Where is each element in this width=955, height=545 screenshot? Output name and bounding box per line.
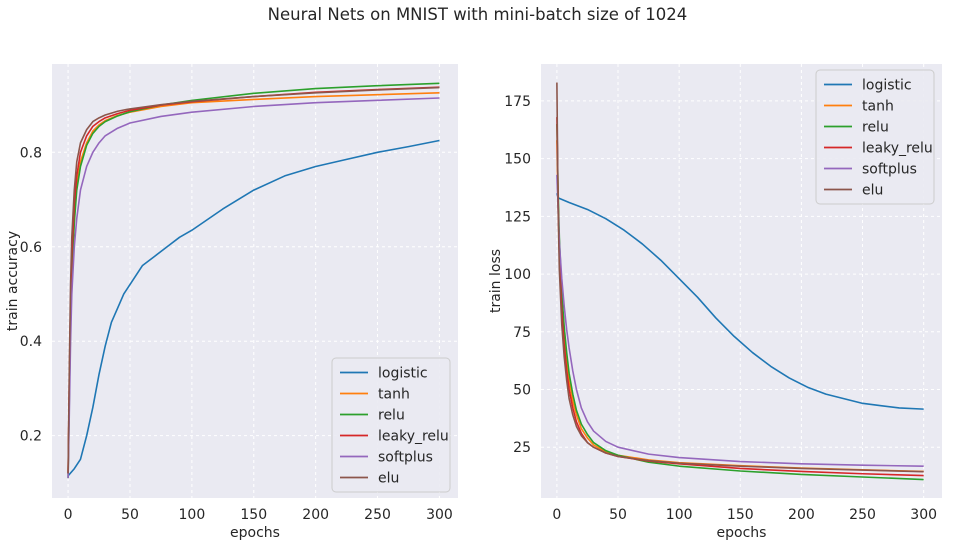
y-tick-label: 175 — [504, 94, 531, 110]
legend-label: relu — [378, 408, 405, 424]
y-tick-label: 0.4 — [20, 334, 42, 350]
series-line-relu — [556, 124, 924, 481]
legend-label: leaky_relu — [862, 141, 933, 157]
y-tick-label: 0.8 — [20, 145, 42, 161]
series-line-logistic — [556, 193, 924, 410]
y-tick-label: 150 — [504, 152, 531, 168]
x-axis-title: epochs — [230, 525, 280, 541]
series-group — [556, 82, 924, 481]
legend-label: softplus — [862, 162, 917, 178]
legend-label: elu — [862, 183, 883, 199]
legend-box — [331, 357, 451, 493]
legend-label: tanh — [378, 387, 410, 403]
x-tick-label: 300 — [910, 507, 937, 523]
legend-label: relu — [862, 120, 889, 136]
legend-label: elu — [378, 471, 399, 487]
legend-box — [815, 69, 935, 205]
legend-label: softplus — [378, 450, 433, 466]
y-axis-title: train loss — [488, 249, 504, 313]
legend-label: leaky_relu — [378, 429, 449, 445]
x-tick-label: 200 — [302, 507, 329, 523]
x-tick-label: 200 — [788, 507, 815, 523]
loss-chart: 0 50 100 150 200 250 300 25 50 75 100 125 150 175 epoc… — [488, 64, 942, 541]
series-line-logistic — [67, 139, 440, 477]
y-tick-label: 75 — [513, 325, 531, 341]
y-tick-label: 125 — [504, 209, 531, 225]
x-tick-label: 150 — [240, 507, 267, 523]
y-tick-label: 0.2 — [20, 429, 42, 445]
legend-label: logistic — [378, 366, 428, 382]
x-tick-label: 250 — [364, 507, 391, 523]
x-tick-label: 250 — [849, 507, 876, 523]
legend: logistic tanh relu leaky_relu softplus elu — [331, 357, 451, 493]
legend-label: logistic — [862, 78, 912, 94]
legend: logistic tanh relu leaky_relu softplus elu — [815, 69, 935, 205]
x-tick-label: 50 — [121, 507, 139, 523]
series-line-elu — [67, 86, 440, 474]
y-tick-label: 0.6 — [20, 240, 42, 256]
series-line-softplus — [556, 174, 924, 467]
accuracy-chart: 0 50 100 150 200 250 300 0.2 0.4 0.6 0.8 epochs trai… — [5, 64, 458, 541]
x-axis-title: epochs — [717, 525, 767, 541]
series-group — [67, 82, 440, 479]
y-axis-title: train accuracy — [5, 231, 21, 331]
figure-title: Neural Nets on MNIST with mini-batch siz… — [268, 5, 688, 24]
legend-label: tanh — [862, 99, 894, 115]
y-tick-label: 25 — [513, 440, 531, 456]
x-tick-label: 0 — [552, 507, 561, 523]
y-tick-label: 50 — [513, 383, 531, 399]
x-tick-label: 100 — [179, 507, 206, 523]
x-tick-label: 300 — [426, 507, 453, 523]
x-tick-label: 100 — [666, 507, 693, 523]
x-tick-label: 150 — [727, 507, 754, 523]
series-line-elu — [556, 82, 924, 473]
y-tick-label: 100 — [504, 267, 531, 283]
x-tick-label: 0 — [64, 507, 73, 523]
series-line-softplus — [67, 97, 440, 479]
x-tick-label: 50 — [609, 507, 627, 523]
